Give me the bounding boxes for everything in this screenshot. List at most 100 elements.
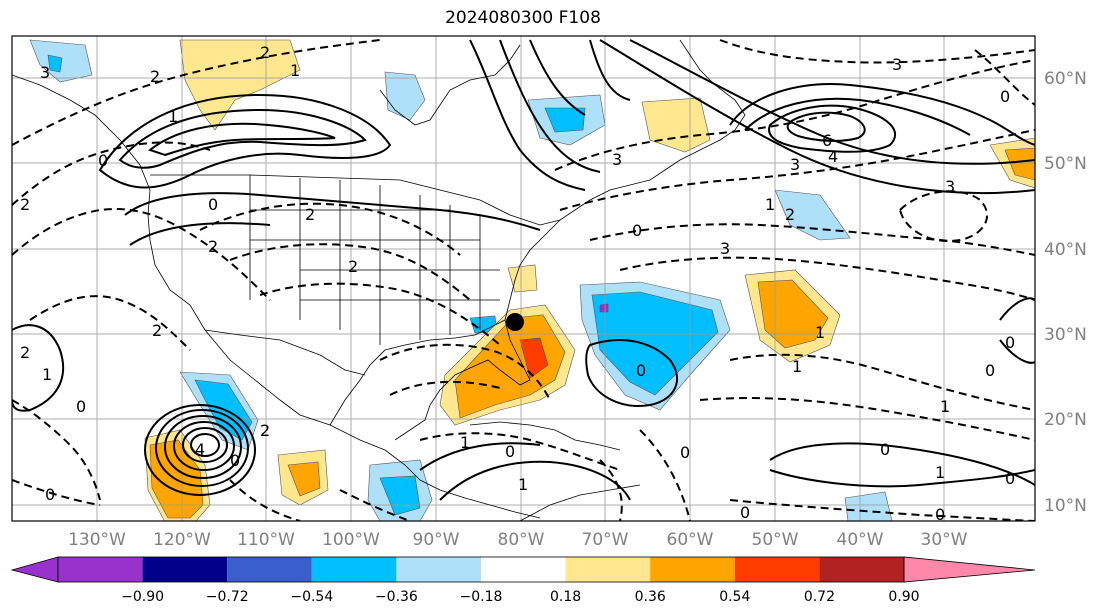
contour-label: 0 <box>935 505 945 524</box>
contour-label: 1 <box>765 195 775 214</box>
colorbar-labels: −0.90 −0.72 −0.54 −0.36 −0.18 0.18 0.36 … <box>121 589 919 605</box>
colorbar-label: −0.72 <box>206 589 249 605</box>
contour-label: 3 <box>790 155 800 174</box>
lon-label: 120°W <box>153 530 211 550</box>
colorbar-label: 0.72 <box>804 589 835 605</box>
border-us-canada <box>150 174 561 226</box>
contour-label: 2 <box>208 237 218 256</box>
contour-label: 0 <box>208 195 218 214</box>
colorbar-segment <box>481 557 566 582</box>
contour-label: 0 <box>632 221 642 240</box>
lon-label: 30°W <box>921 530 968 550</box>
colorbar-segment <box>734 557 820 582</box>
graticule <box>12 36 1035 521</box>
lon-label: 60°W <box>667 530 714 550</box>
lon-label: 50°W <box>752 530 799 550</box>
lat-label: 50°N <box>1044 154 1087 174</box>
lon-label: 70°W <box>582 530 629 550</box>
contour-label: 1 <box>460 433 470 452</box>
colorbar-segment <box>650 557 735 582</box>
contour-label: 2 <box>785 205 795 224</box>
lat-label: 30°N <box>1044 325 1087 345</box>
contour-label: 3 <box>40 63 50 82</box>
shade-lightblue-hudson <box>384 71 426 121</box>
contour-label: 0 <box>1005 469 1015 488</box>
longitude-labels: 130°W 120°W 110°W 100°W 90°W 80°W 70°W 6… <box>68 530 968 550</box>
lon-label: 90°W <box>413 530 460 550</box>
lon-label: 80°W <box>498 530 545 550</box>
contour-label: 0 <box>45 485 55 504</box>
coastlines <box>12 39 746 521</box>
contour-label: 0 <box>636 361 646 380</box>
contour-label: 4 <box>195 440 205 459</box>
contour-label: 2 <box>20 195 30 214</box>
shade-blue-subtropical <box>591 291 719 396</box>
shade-yellow-nw <box>179 39 301 131</box>
colorbar-segment <box>142 557 228 582</box>
coastline-hudson <box>379 44 521 126</box>
lat-label: 60°N <box>1044 69 1087 89</box>
contour-label: 6 <box>822 131 832 150</box>
colorbar-segment <box>58 557 143 582</box>
contour-label: 3 <box>945 177 955 196</box>
storm-center-dot <box>506 313 524 331</box>
contour-label: 1 <box>42 365 52 384</box>
contour-label: 1 <box>792 357 802 376</box>
colorbar-label: −0.54 <box>290 589 333 605</box>
positive-contours <box>12 39 1035 501</box>
contour-label: 1 <box>168 107 178 126</box>
contour-label: 0 <box>98 151 108 170</box>
colorbar-label: 0.36 <box>635 589 666 605</box>
contour-label: 0 <box>880 440 890 459</box>
colorbar-arrow-left <box>10 556 59 583</box>
colorbar-label: −0.18 <box>460 589 503 605</box>
colorbar-label: −0.90 <box>121 589 164 605</box>
shade-blue-alaska <box>47 54 63 73</box>
colorbar-segment <box>565 557 651 582</box>
colorbar-label: −0.36 <box>375 589 418 605</box>
shade-yellow-carolina <box>507 264 538 293</box>
shade-blue-quebec <box>544 107 586 133</box>
lon-label: 110°W <box>237 530 295 550</box>
coastline-south-america <box>519 484 641 521</box>
border-us-mexico <box>204 329 366 376</box>
shade-purple-dot <box>599 303 609 313</box>
negative-contours <box>12 39 1035 521</box>
contour-label: 0 <box>680 443 690 462</box>
colorbar-outline <box>57 556 905 583</box>
contour-label: 0 <box>740 503 750 522</box>
contour-label: 4 <box>828 147 838 166</box>
coastline-east <box>504 39 746 321</box>
contour-label: 3 <box>892 55 902 74</box>
map-title: 2024080300 F108 <box>445 8 601 28</box>
shade-lightblue-southeast <box>844 491 893 521</box>
contour-label: 0 <box>76 397 86 416</box>
contour-label: 1 <box>935 463 945 482</box>
colorbar-segment <box>227 557 312 582</box>
contour-label: 3 <box>720 239 730 258</box>
lon-label: 130°W <box>68 530 126 550</box>
contour-label: 3 <box>612 150 622 169</box>
colorbar-segment <box>819 557 904 582</box>
contour-label: 0 <box>230 451 240 470</box>
lat-label: 40°N <box>1044 240 1087 260</box>
colorbar-label: 0.18 <box>550 589 581 605</box>
lat-label: 10°N <box>1044 496 1087 516</box>
cyclone-contours <box>144 404 256 496</box>
colorbar-arrow-right <box>903 556 1036 583</box>
contour-labels: 3 2 1 2 6 4 3 3 2 3 3 2 1 0 0 2 2 2 3 0 … <box>20 43 1015 524</box>
shade-red-florida <box>519 337 549 379</box>
coastline-pacific-nw <box>12 74 541 519</box>
contour-label: 2 <box>348 257 358 276</box>
colorbar-segment <box>396 557 481 582</box>
contour-label: 0 <box>1005 333 1015 352</box>
contour-label: 2 <box>150 67 160 86</box>
coastline-gulf <box>329 319 531 441</box>
contour-label: 1 <box>518 475 528 494</box>
colorbar-label: 0.54 <box>719 589 750 605</box>
contour-label: 2 <box>260 421 270 440</box>
contour-label: 2 <box>305 205 315 224</box>
contour-label: 0 <box>1000 87 1010 106</box>
lon-label: 40°W <box>837 530 884 550</box>
